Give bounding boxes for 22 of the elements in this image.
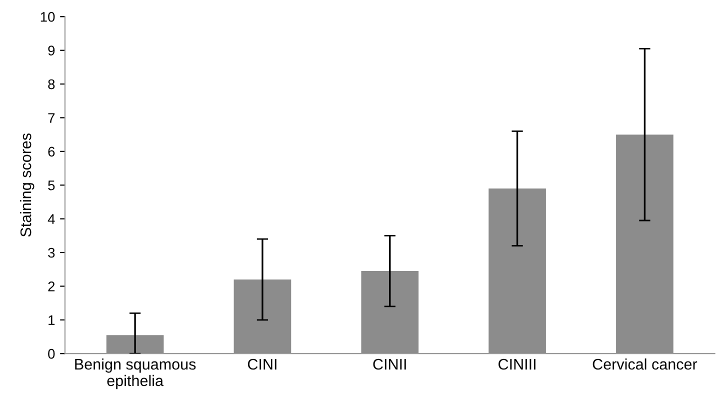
y-tick-label: 9 bbox=[48, 46, 55, 56]
y-tick-label: 0 bbox=[48, 348, 55, 359]
y-tick-label: 7 bbox=[48, 113, 55, 123]
y-tick-label: 6 bbox=[48, 146, 55, 157]
y-axis-title: Staining scores bbox=[20, 133, 34, 237]
x-tick-label: CINIII bbox=[498, 358, 536, 370]
bar bbox=[106, 335, 164, 354]
y-tick-label: 5 bbox=[48, 180, 55, 190]
bar bbox=[488, 188, 546, 354]
y-tick-label: 2 bbox=[48, 282, 55, 292]
bar bbox=[361, 271, 419, 354]
x-tick-label: CINI bbox=[248, 358, 276, 370]
x-tick-label: Benign squamous epithelia bbox=[75, 358, 196, 390]
x-tick-label: Cervical cancer bbox=[592, 358, 698, 370]
y-tick-label: 8 bbox=[48, 79, 55, 90]
bar bbox=[234, 279, 292, 354]
x-tick-label: CINII bbox=[373, 358, 406, 370]
y-tick-label: 3 bbox=[48, 248, 55, 258]
y-tick-label: 10 bbox=[40, 12, 55, 22]
y-tick-label: 1 bbox=[48, 315, 55, 325]
bar bbox=[616, 134, 674, 354]
y-tick-label: 4 bbox=[48, 214, 55, 224]
